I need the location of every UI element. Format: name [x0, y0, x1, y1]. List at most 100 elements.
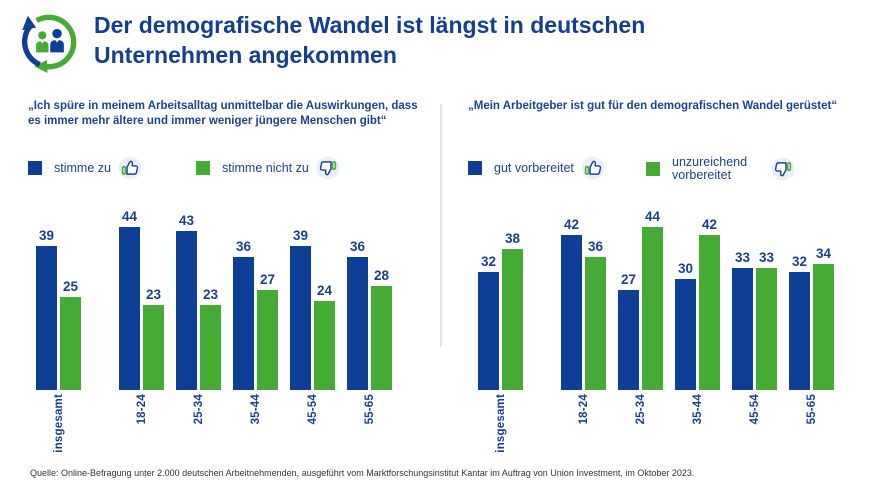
bar-pair: 27 44: [618, 198, 663, 390]
bar: [789, 272, 810, 390]
panel-left-question: „Ich spüre in meinem Arbeitsalltag unmit…: [28, 100, 418, 127]
bar: [36, 246, 57, 390]
bar-column: 42: [699, 217, 720, 390]
bar-value-label: 34: [815, 246, 832, 261]
category-label-area: insgesamt: [478, 390, 523, 458]
category-label-area: 25-34: [618, 390, 663, 458]
bar-group: 32 34 55-65: [789, 198, 834, 458]
bar-column: 32: [789, 254, 810, 390]
bar-value-label: 32: [480, 254, 497, 269]
logo-blue-arrowhead: [22, 15, 37, 31]
bar: [699, 235, 720, 390]
bar-column: 44: [642, 209, 663, 390]
logo-green-arrowhead: [34, 60, 48, 73]
legend-label: unzureichend vorbereitet: [672, 155, 748, 182]
bar: [732, 268, 753, 390]
legend-item-stimme-nicht-zu: stimme nicht zu: [196, 156, 340, 180]
legend-item-unzureichend-vorbereitet: unzureichend vorbereitet: [646, 156, 795, 182]
bar: [60, 297, 81, 390]
category-label: 18-24: [577, 394, 590, 425]
bar-value-label: 30: [677, 261, 694, 276]
bar-value-label: 39: [292, 228, 309, 243]
category-label: insgesamt: [494, 394, 507, 453]
legend-swatch-blue: [28, 161, 42, 175]
category-label: 25-34: [634, 394, 647, 425]
category-label: 55-65: [805, 394, 818, 425]
bar: [290, 246, 311, 390]
bar-column: 30: [675, 261, 696, 390]
legend-swatch-blue: [468, 161, 482, 175]
bar-column: 27: [618, 272, 639, 390]
bar-pair: 43 23: [176, 198, 221, 390]
panel-divider: [440, 104, 442, 347]
bar-column: 23: [200, 287, 221, 390]
source-note: Quelle: Online-Befragung unter 2.000 deu…: [30, 468, 695, 478]
logo-person-blue-head: [52, 28, 62, 39]
category-label-area: 55-65: [789, 390, 834, 458]
category-label-area: 45-54: [732, 390, 777, 458]
panel-left-legend: stimme zu stimme nicht zu: [28, 156, 430, 182]
bar-pair: 36 27: [233, 198, 278, 390]
bar-column: 33: [732, 250, 753, 390]
bar: [813, 264, 834, 390]
bar-pair: 36 28: [347, 198, 392, 390]
category-label: 18-24: [135, 394, 148, 425]
bar-column: 32: [478, 254, 499, 390]
bar: [478, 272, 499, 390]
logo-blue-arc: [22, 24, 41, 67]
bar: [675, 279, 696, 390]
bar: [233, 257, 254, 390]
category-label-area: 35-44: [675, 390, 720, 458]
bar-chart-arbeitgeber: 32 38 insgesamt 42 36 18-24 27 44 25-34 30 42 35-44…: [468, 198, 870, 458]
bar-column: 44: [119, 209, 140, 390]
bar-group: 30 42 35-44: [675, 198, 720, 458]
legend-label: stimme nicht zu: [222, 160, 309, 175]
bar: [347, 257, 368, 390]
bar-value-label: 25: [62, 279, 79, 294]
legend-item-gut-vorbereitet: gut vorbereitet: [468, 156, 646, 180]
category-label-area: 25-34: [176, 390, 221, 458]
thumbs-down-icon: [316, 156, 340, 180]
bar: [756, 268, 777, 390]
bar-pair: 44 23: [119, 198, 164, 390]
demographic-change-logo: [22, 14, 77, 73]
bar-group: 36 27 35-44: [233, 198, 278, 458]
bar-pair: 39 25: [36, 198, 81, 390]
bar: [585, 257, 606, 390]
category-label-area: 18-24: [119, 390, 164, 458]
bar-column: 23: [143, 287, 164, 390]
category-label-area: 35-44: [233, 390, 278, 458]
bar: [200, 305, 221, 390]
bar-value-label: 38: [504, 231, 521, 246]
bar-value-label: 44: [644, 209, 661, 224]
panel-arbeitgeber: „Mein Arbeitgeber ist gut für den demogr…: [468, 99, 870, 458]
bar-group: 36 28 55-65: [347, 198, 392, 458]
bar-column: 36: [233, 239, 254, 390]
legend-label: stimme zu: [54, 160, 111, 175]
bar: [314, 301, 335, 390]
bar-value-label: 33: [734, 250, 751, 265]
category-label: 35-44: [249, 394, 262, 425]
category-label-area: insgesamt: [36, 390, 81, 458]
bar-value-label: 27: [259, 272, 276, 287]
panel-right-question: „Mein Arbeitgeber ist gut für den demogr…: [468, 100, 838, 112]
bar-value-label: 42: [701, 217, 718, 232]
category-label-area: 18-24: [561, 390, 606, 458]
category-label: 45-54: [306, 394, 319, 425]
bar: [371, 286, 392, 390]
bar-group: 44 23 18-24: [119, 198, 164, 458]
bar-pair: 30 42: [675, 198, 720, 390]
bar-value-label: 28: [373, 268, 390, 283]
bar: [502, 249, 523, 390]
bar-column: 39: [36, 228, 57, 390]
bar-column: 28: [371, 268, 392, 390]
bar-value-label: 44: [121, 209, 138, 224]
bar-group: 42 36 18-24: [561, 198, 606, 458]
bar-group: 39 24 45-54: [290, 198, 335, 458]
legend-label: gut vorbereitet: [494, 160, 574, 175]
bar-value-label: 32: [791, 254, 808, 269]
bar-pair: 42 36: [561, 198, 606, 390]
logo-person-green-body: [36, 41, 49, 53]
bar: [143, 305, 164, 390]
